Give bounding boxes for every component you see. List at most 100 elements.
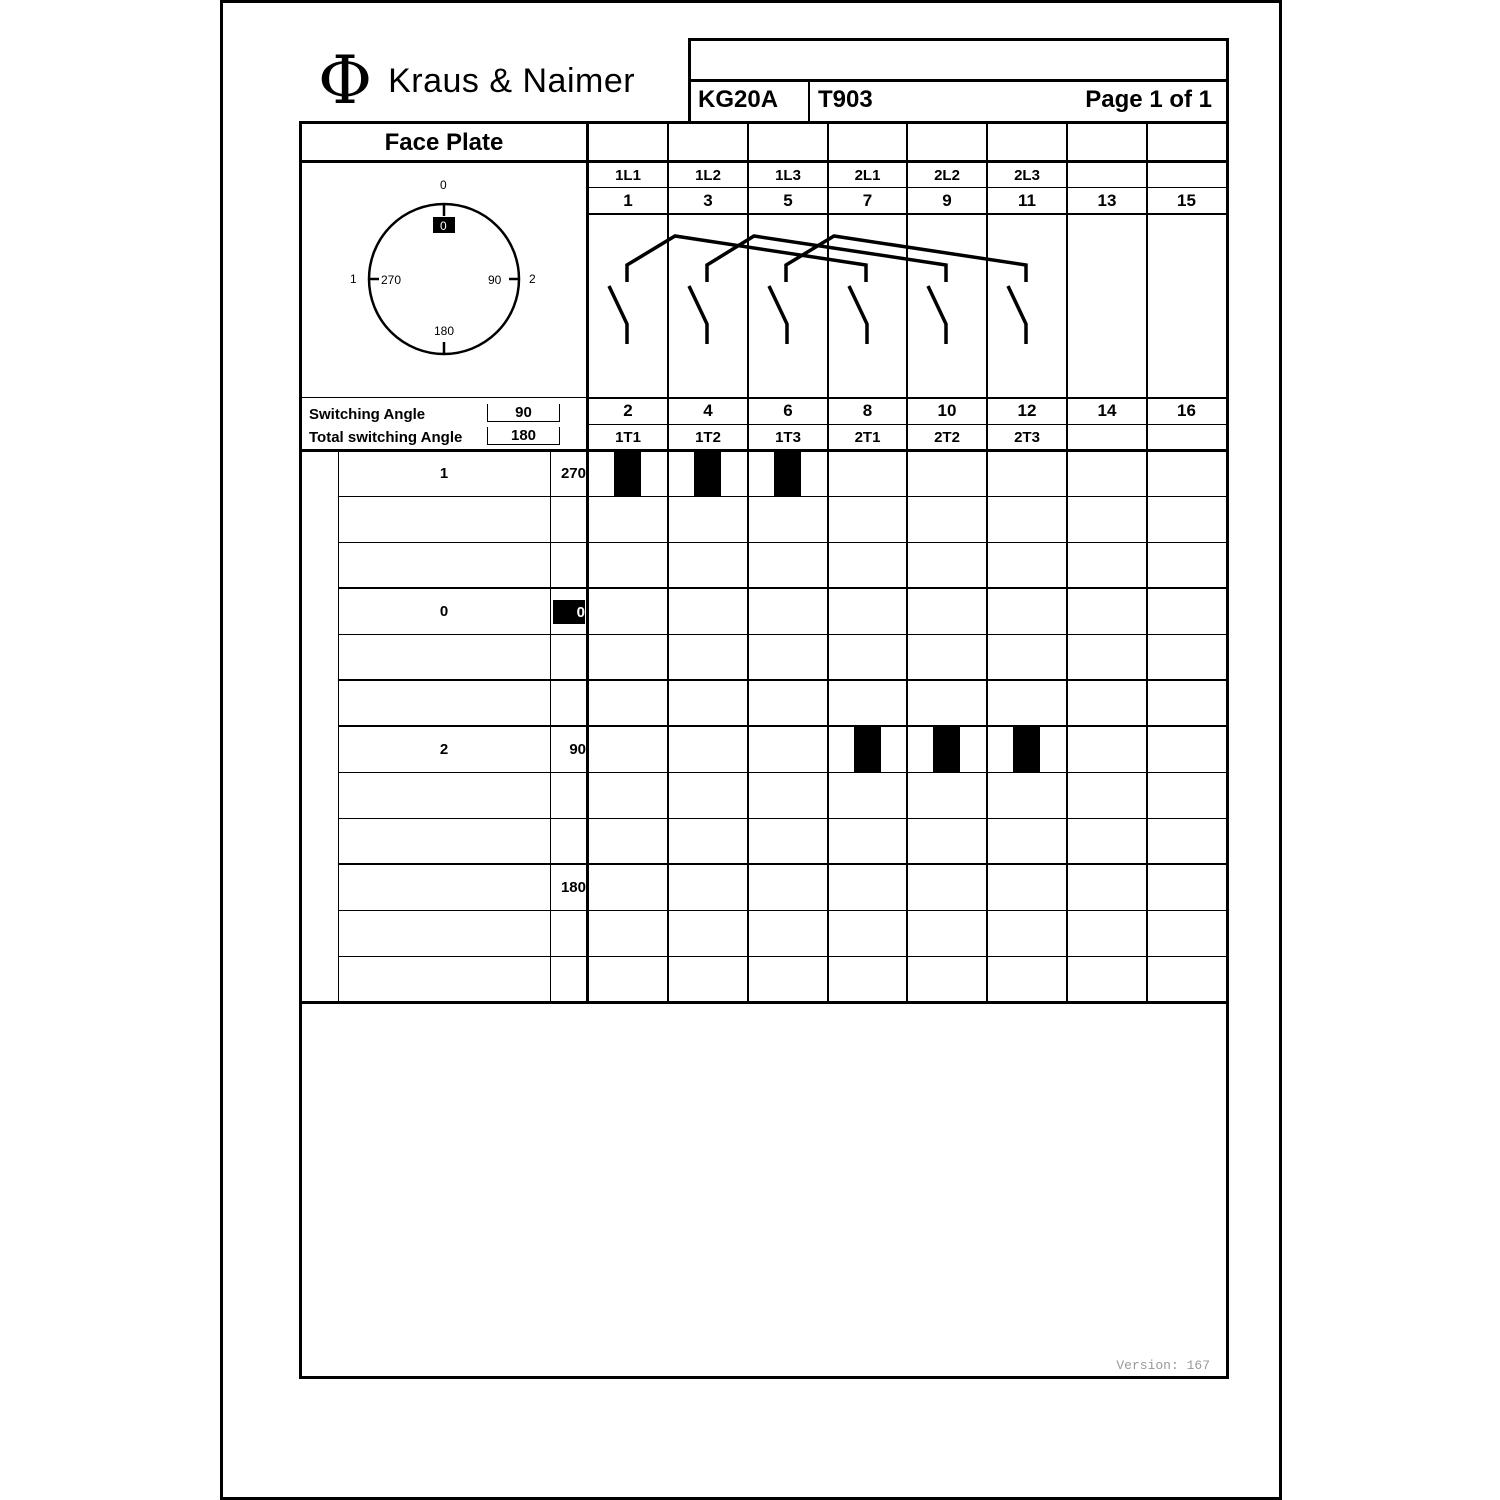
column-divider [747,122,749,1002]
row-divider [338,496,1226,497]
terminal-name-bottom: 1T1 [615,428,641,446]
terminal-name-bottom [1067,424,1147,450]
phi-logo-icon: Φ [318,42,373,119]
closed-contact-mark [614,451,641,496]
diagram-code: T903 [818,86,873,113]
column-divider [1146,122,1148,1002]
terminal-number-bottom: 16 [1177,401,1196,420]
dial-position-right: 90 [488,273,502,287]
column-divider [906,122,908,1002]
position-angle: 180 [560,878,586,896]
switch-contact [607,285,629,344]
face-plate-dial [367,202,521,356]
closed-contact-mark [774,451,801,496]
terminal-name-top: 1L3 [775,166,801,184]
position-angle [551,818,586,864]
divider [588,397,1226,399]
divider [588,213,1226,215]
terminal-number-top: 13 [1097,191,1117,210]
terminal-name-bottom: 1T3 [775,428,801,446]
terminal-number-bottom: 6 [783,401,793,420]
row-divider [338,910,1226,911]
column-divider [827,122,829,1002]
terminal-number-bottom: 2 [623,401,633,420]
row-divider [338,587,1226,589]
page-frame [220,0,1282,1500]
switch-contact [767,285,789,344]
terminal-number-top: 7 [862,191,873,210]
total-switching-angle-label: Total switching Angle [309,429,463,446]
column-divider [667,122,669,1002]
terminal-number-top: 9 [942,191,952,210]
position-label [338,772,550,818]
divider [300,449,1226,452]
position-angle [551,772,586,818]
terminal-number-top: 5 [783,191,793,210]
terminal-number-bottom: 4 [703,401,713,420]
terminal-name-bottom: 1T2 [695,428,721,446]
position-angle [551,634,586,680]
position-label [338,680,550,726]
terminal-name-top: 2L2 [934,166,960,184]
terminal-number-top: 15 [1177,191,1196,210]
divider [588,187,1226,188]
divider [300,1001,1226,1004]
position-label: 0 [439,602,449,620]
row-divider [338,818,1226,819]
row-divider [338,772,1226,773]
closed-contact-mark [1013,727,1040,772]
position-label: 1 [439,464,449,482]
terminal-name-top: 2L3 [1014,166,1040,184]
position-angle [551,680,586,726]
position-angle [551,910,586,956]
position-angle [551,956,586,1002]
version-label: Version: 167 [1116,1358,1210,1373]
switch-contact [926,285,948,344]
closed-contact-mark [933,727,960,772]
row-divider [338,956,1226,957]
position-label [338,818,550,864]
contact-diagram [607,234,1028,344]
position-angle [551,496,586,542]
main-table [299,121,1229,1379]
terminal-number-top: 1 [623,191,633,210]
column-divider [986,122,988,1002]
dial-position-bottom: 180 [434,324,455,338]
switching-angle-value: 90 [487,404,560,422]
column-divider [1066,122,1068,1002]
position-label [338,864,550,910]
closed-contact-mark [694,451,721,496]
closed-contact-mark [854,727,881,772]
row-divider [338,863,1226,865]
position-label [338,910,550,956]
position-angle: 0 [553,600,585,624]
terminal-name-top: 1L2 [695,166,721,184]
face-plate-title: Face Plate [384,129,504,156]
dial-outer-label-top: 0 [440,178,447,192]
terminal-name-top [1147,162,1226,188]
terminal-name-bottom: 2T1 [854,428,881,446]
page-indicator: Page 1 of 1 [1085,86,1212,113]
total-switching-angle-value: 180 [487,427,560,445]
terminal-name-bottom: 2T2 [934,428,960,446]
model-number: KG20A [698,86,779,113]
divider [588,424,1226,425]
dial-position-left: 270 [381,273,402,287]
position-label [338,496,550,542]
dial-outer-label-left: 1 [350,272,357,286]
position-angle: 90 [569,740,586,758]
terminal-number-bottom: 10 [937,401,957,420]
terminal-name-top: 2L1 [854,166,881,184]
terminal-number-bottom: 12 [1017,401,1037,420]
dial-outer-label-right: 2 [529,272,536,286]
position-label [338,542,550,588]
switch-contact [1006,285,1028,344]
position-angle [551,542,586,588]
terminal-name-top: 1L1 [615,166,641,184]
position-angle: 270 [560,464,586,482]
position-label: 2 [439,740,449,758]
brand-name: Kraus & Naimer [388,61,636,100]
terminal-number-bottom: 8 [862,401,873,420]
row-divider [338,634,1226,635]
row-divider [338,542,1226,543]
